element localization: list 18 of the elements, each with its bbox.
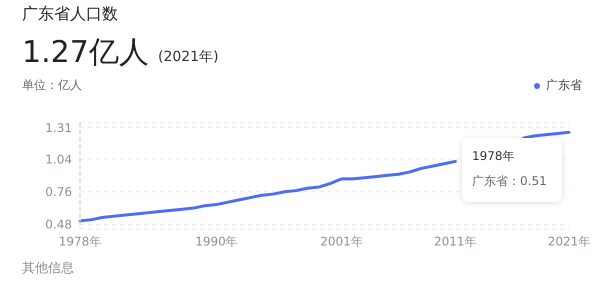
x-tick-label: 2021年: [548, 234, 590, 249]
y-tick-label: 1.04: [45, 152, 72, 166]
x-tick-label: 2011年: [434, 234, 477, 249]
text: 其他信息: [22, 260, 74, 277]
y-tick-label: 0.76: [45, 184, 72, 199]
annotation: 广东省：0.51: [472, 173, 547, 190]
legend-label: 广东省: [545, 77, 582, 94]
text: (2021年): [158, 48, 219, 66]
y-tick-label: 1.31: [45, 120, 72, 135]
y-axis-title: 单位：亿人: [22, 77, 82, 94]
annotation: 1978年: [472, 148, 515, 165]
tooltip-box: 1978年 广东省：0.51: [462, 138, 562, 202]
x-tick-label: 1990年: [195, 234, 238, 249]
x-tick-label: 1978年: [58, 234, 102, 249]
x-tick-label: 2001年: [320, 234, 363, 249]
chart-title: 广东省人口数: [22, 4, 118, 25]
chart-subtitle: 1.27亿人: [22, 34, 149, 72]
y-tick-label: 0.48: [45, 218, 72, 232]
